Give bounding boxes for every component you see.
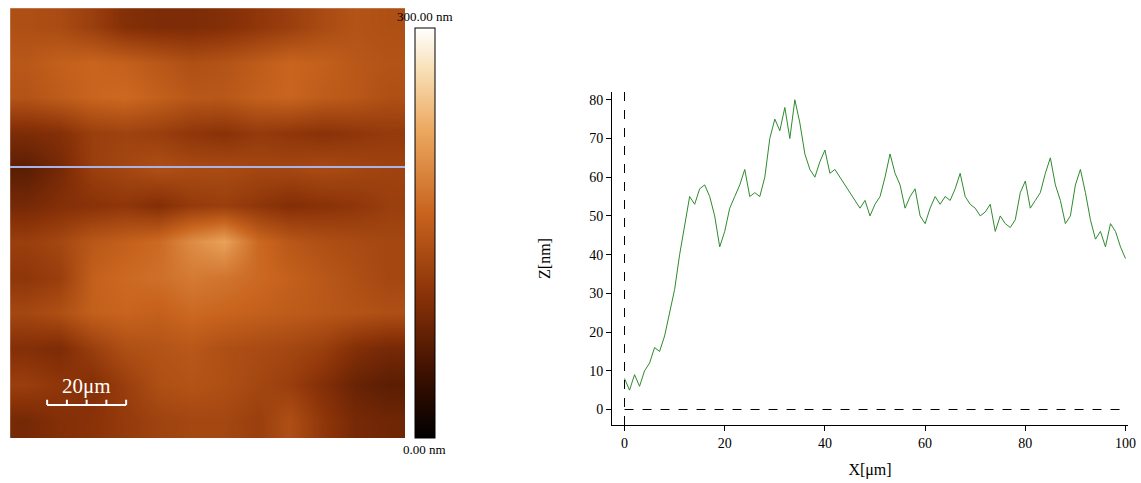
svg-text:70: 70 [589,131,603,146]
svg-text:Z[nm]: Z[nm] [536,238,553,279]
svg-text:300.00 nm: 300.00 nm [397,9,453,24]
svg-text:60: 60 [918,436,932,451]
svg-text:20μm: 20μm [62,374,111,398]
svg-text:80: 80 [589,93,603,108]
svg-text:40: 40 [818,436,832,451]
svg-text:50: 50 [589,209,603,224]
svg-text:60: 60 [589,170,603,185]
svg-text:X[μm]: X[μm] [848,461,891,479]
svg-text:0: 0 [596,402,603,417]
svg-text:20: 20 [718,436,732,451]
svg-text:10: 10 [589,364,603,379]
svg-text:20: 20 [589,325,603,340]
svg-text:40: 40 [589,248,603,263]
svg-text:0.00 nm: 0.00 nm [403,442,446,457]
svg-text:30: 30 [589,286,603,301]
svg-text:100: 100 [1115,436,1136,451]
svg-text:80: 80 [1018,436,1032,451]
svg-text:0: 0 [621,436,628,451]
